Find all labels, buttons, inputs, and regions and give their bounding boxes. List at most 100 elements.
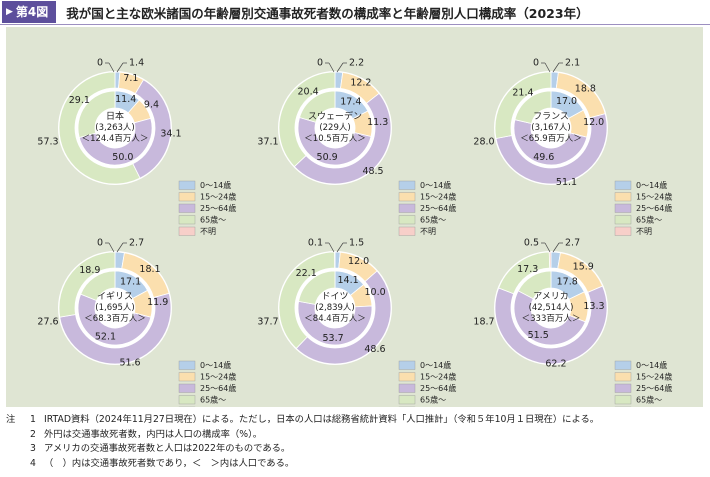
center-label-1: スウェーデン (308, 110, 362, 122)
legend-swatch-age-65-plus (178, 395, 196, 405)
inner-label-age-65-plus: 29.1 (69, 95, 90, 106)
legend-label-age-0-14: 0～14歳 (420, 180, 451, 190)
outer-label-age-25-64: 34.1 (160, 128, 181, 139)
outer-label-unknown: 0 (97, 58, 103, 69)
outer-seg-age-65-plus (58, 251, 116, 318)
outer-label-age-0-14: 2.1 (565, 58, 580, 69)
inner-label-age-0-14: 11.4 (115, 94, 136, 105)
center-label-2: (42,514人) (529, 303, 574, 313)
inner-label-age-25-64: 51.5 (528, 330, 549, 341)
outer-label-age-15-24: 12.2 (350, 77, 371, 88)
legend-swatch-age-25-64 (178, 383, 196, 393)
leader-line-unknown (108, 62, 115, 73)
inner-label-age-0-14: 17.4 (340, 96, 361, 107)
center-hole (95, 108, 135, 148)
legend-label-age-0-14: 0～14歳 (420, 360, 451, 370)
inner-seg-age-25-64 (77, 293, 152, 346)
outer-label-age-65-plus: 18.7 (473, 317, 494, 328)
outer-label-unknown: 0 (533, 58, 539, 69)
inner-label-age-25-64: 50.0 (112, 152, 133, 163)
outer-seg-unknown (548, 251, 552, 269)
chart-panel: 日本 (3,263人) ＜124.4百万人＞ 7.1 34.1 57.3 1.4 0 11.4 9… (6, 27, 703, 407)
outer-label-age-65-plus: 28.0 (473, 137, 494, 148)
inner-label-age-65-plus: 21.4 (512, 87, 533, 98)
legend-swatch-age-0-14 (398, 360, 416, 370)
outer-label-age-0-14: 1.4 (129, 58, 144, 69)
figure-label: ▶ 第4図 (2, 1, 57, 23)
outer-label-age-25-64: 48.5 (362, 166, 383, 177)
outer-label-age-0-14: 2.7 (565, 238, 580, 249)
inner-label-age-15-24: 11.9 (147, 297, 168, 308)
leader-line-unknown (108, 242, 115, 253)
legend-swatch-age-25-64 (398, 203, 416, 213)
legend-swatch-unknown (178, 226, 196, 236)
leader-line-unknown (544, 242, 551, 253)
legend-swatch-age-0-14 (178, 360, 196, 370)
outer-label-age-15-24: 18.1 (139, 264, 160, 275)
note-3: 3 アメリカの交通事故死者数と人口は2022年のものである。 (30, 443, 291, 454)
legend-label-unknown: 不明 (420, 227, 436, 236)
leader-line-0-14 (552, 62, 560, 73)
leader-line-unknown (328, 62, 335, 73)
legend-label-age-25-64: 25～64歳 (636, 383, 672, 393)
inner-seg-age-25-64 (78, 117, 153, 166)
legend-swatch-age-25-64 (178, 203, 196, 213)
outer-label-unknown: 0 (317, 58, 323, 69)
legend-label-age-0-14: 0～14歳 (200, 180, 231, 190)
inner-label-age-65-plus: 20.4 (298, 86, 319, 97)
outer-label-age-0-14: 1.5 (349, 238, 364, 249)
legend-swatch-age-15-24 (398, 372, 416, 382)
donut-chart-3 (494, 71, 608, 185)
legend-label-age-15-24: 15～24歳 (636, 192, 672, 202)
inner-seg-age-65-plus (517, 270, 552, 300)
outer-label-age-65-plus: 27.6 (37, 317, 58, 328)
outer-label-age-25-64: 51.1 (556, 177, 577, 188)
outer-label-age-65-plus: 37.7 (257, 317, 278, 328)
center-label-3: ＜333百万人＞ (522, 314, 581, 324)
leader-line-0-14 (336, 242, 344, 253)
legend-label-age-15-24: 15～24歳 (200, 192, 236, 202)
outer-label-age-15-24: 18.8 (575, 83, 596, 94)
center-hole (315, 108, 355, 148)
outer-label-age-15-24: 12.0 (348, 256, 369, 267)
legend-label-unknown: 不明 (200, 227, 216, 236)
legend-label-age-25-64: 25～64歳 (420, 383, 456, 393)
center-label-3: ＜68.3百万人＞ (84, 314, 145, 324)
center-label-2: (3,167人) (531, 123, 570, 133)
legend-label-age-15-24: 15～24歳 (636, 372, 672, 382)
center-label-3: ＜84.4百万人＞ (304, 314, 365, 324)
leader-line-0-14 (552, 242, 560, 253)
outer-label-unknown: 0.5 (524, 238, 539, 249)
inner-label-age-15-24: 10.0 (365, 287, 386, 298)
center-label-1: アメリカ (533, 291, 569, 302)
legend-label-age-25-64: 25～64歳 (200, 383, 236, 393)
inner-label-age-0-14: 14.1 (338, 275, 359, 286)
legend-swatch-age-0-14 (398, 180, 416, 190)
inner-label-age-15-24: 9.4 (144, 100, 159, 111)
donut-chart-6 (494, 251, 608, 365)
inner-seg-age-25-64 (513, 119, 588, 166)
inner-label-age-15-24: 11.3 (367, 117, 388, 128)
inner-label-age-15-24: 12.0 (583, 117, 604, 128)
outer-seg-age-25-64 (59, 292, 172, 365)
outer-seg-age-25-64 (494, 285, 608, 365)
legend-label-age-0-14: 0～14歳 (636, 360, 667, 370)
center-hole (531, 108, 571, 148)
outer-label-unknown: 0.1 (308, 238, 323, 249)
outer-label-age-0-14: 2.7 (129, 238, 144, 249)
legend-label-age-0-14: 0～14歳 (200, 360, 231, 370)
legend-label-age-25-64: 25～64歳 (200, 203, 236, 213)
legend-swatch-age-15-24 (614, 192, 632, 202)
legend-label-age-65-plus: 65歳～ (200, 395, 226, 405)
outer-label-age-25-64: 51.6 (119, 357, 140, 368)
center-hole (95, 288, 135, 328)
inner-label-age-65-plus: 22.1 (296, 268, 317, 279)
center-label-1: フランス (533, 111, 569, 122)
legend-label-age-25-64: 25～64歳 (420, 203, 456, 213)
outer-seg-age-65-plus (494, 71, 552, 139)
legend-swatch-age-15-24 (178, 192, 196, 202)
